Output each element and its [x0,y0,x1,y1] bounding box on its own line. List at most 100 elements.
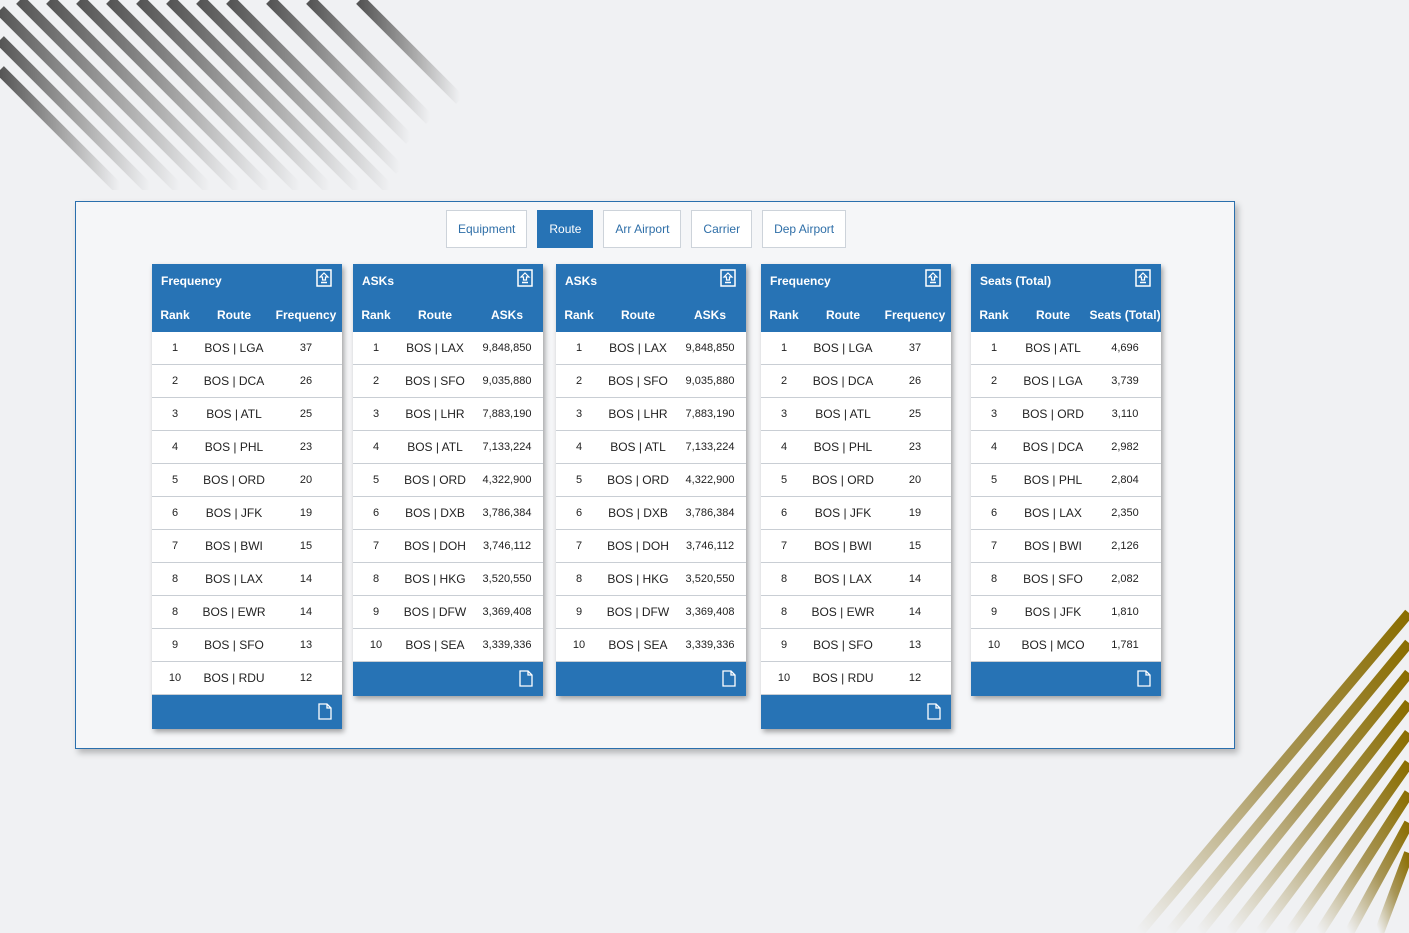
value-cell: 15 [908,540,922,552]
value-cell: 19 [908,507,922,519]
table-row: 6 BOS | JFK 19 [761,497,951,530]
export-up-icon[interactable] [1135,269,1151,287]
card-header: Frequency [152,264,342,298]
value-cell: 4,322,900 [685,474,735,486]
card-title: Frequency [770,274,831,288]
table-row: 5 BOS | ORD 20 [761,464,951,497]
document-icon[interactable] [318,703,332,720]
rank-cell: 2 [990,375,998,387]
export-up-icon[interactable] [316,269,332,287]
tab-carrier[interactable]: Carrier [691,210,753,248]
rank-cell: 8 [575,573,583,585]
route-cell: BOS | SFO [1023,572,1083,586]
route-cell: BOS | ATL [610,440,666,454]
route-cell: BOS | DCA [812,374,874,388]
route-cell: BOS | LAX [205,572,263,586]
column-header-route: Route [826,308,860,322]
value-cell: 14 [299,573,313,585]
route-cell: BOS | DXB [608,506,668,520]
route-cell: BOS | ORD [203,473,265,487]
rank-cell: 7 [171,540,179,552]
value-cell: 9,035,880 [482,375,532,387]
document-icon[interactable] [1137,670,1151,687]
rank-cell: 1 [575,342,583,354]
table-row: 7 BOS | BWI 15 [152,530,342,563]
value-cell: 9,035,880 [685,375,735,387]
tab-dep-airport[interactable]: Dep Airport [762,210,847,248]
route-cell: BOS | SFO [204,638,264,652]
value-cell: 2,082 [1111,573,1139,585]
route-cell: BOS | BWI [814,539,872,553]
table-row: 9 BOS | SFO 13 [152,629,342,662]
document-icon[interactable] [722,670,736,687]
table-row: 7 BOS | BWI 15 [761,530,951,563]
column-header-route: Route [217,308,251,322]
value-cell: 9,848,850 [482,342,532,354]
value-cell: 9,848,850 [685,342,735,354]
value-cell: 26 [908,375,922,387]
tab-arr-airport[interactable]: Arr Airport [603,210,682,248]
value-cell: 20 [908,474,922,486]
route-cell: BOS | SEA [608,638,668,652]
value-cell: 7,883,190 [482,408,532,420]
decorative-stripes-top-left [0,0,464,190]
rank-cell: 6 [990,507,998,519]
document-icon[interactable] [927,703,941,720]
route-cell: BOS | LAX [609,341,667,355]
value-cell: 3,746,112 [482,540,532,552]
value-cell: 25 [908,408,922,420]
export-up-icon[interactable] [720,269,736,287]
value-cell: 3,746,112 [685,540,735,552]
value-cell: 13 [908,639,922,651]
route-cell: BOS | DXB [405,506,465,520]
rank-cell: 3 [171,408,179,420]
table-row: 6 BOS | LAX 2,350 [971,497,1161,530]
rank-cell: 8 [171,573,179,585]
column-headers: Rank Route Seats (Total) [971,298,1161,332]
value-cell: 3,520,550 [482,573,532,585]
table-row: 10 BOS | MCO 1,781 [971,629,1161,662]
column-header-value: Frequency [884,308,946,322]
value-cell: 14 [299,606,313,618]
route-cell: BOS | SFO [813,638,873,652]
tab-equipment[interactable]: Equipment [446,210,528,248]
rank-cell: 7 [780,540,788,552]
column-header-rank: Rank [979,308,1009,322]
export-up-icon[interactable] [925,269,941,287]
column-header-route: Route [1036,308,1070,322]
value-cell: 26 [299,375,313,387]
rank-cell: 9 [780,639,788,651]
table-row: 9 BOS | SFO 13 [761,629,951,662]
ranking-card: Seats (Total) Rank Route Seats (Total) 1 BOS … [971,264,1161,696]
card-header: ASKs [556,264,746,298]
rank-cell: 3 [575,408,583,420]
route-cell: BOS | HKG [607,572,669,586]
rank-cell: 9 [171,639,179,651]
route-cell: BOS | HKG [404,572,466,586]
table-row: 10 BOS | SEA 3,339,336 [556,629,746,662]
document-icon[interactable] [519,670,533,687]
route-cell: BOS | DFW [403,605,467,619]
table-row: 3 BOS | ATL 25 [152,398,342,431]
column-header-rank: Rank [564,308,594,322]
value-cell: 14 [908,573,922,585]
card-title: Frequency [161,274,222,288]
rank-cell: 3 [780,408,788,420]
export-up-icon[interactable] [517,269,533,287]
rank-cell: 2 [171,375,179,387]
table-row: 6 BOS | DXB 3,786,384 [353,497,543,530]
rank-cell: 8 [372,573,380,585]
table-row: 4 BOS | ATL 7,133,224 [556,431,746,464]
table-row: 6 BOS | JFK 19 [152,497,342,530]
tab-route[interactable]: Route [537,210,594,248]
table-row: 1 BOS | LGA 37 [761,332,951,365]
column-header-rank: Rank [361,308,391,322]
value-cell: 3,369,408 [482,606,532,618]
route-cell: BOS | JFK [205,506,263,520]
route-cell: BOS | DCA [1022,440,1084,454]
route-cell: BOS | SFO [608,374,668,388]
table-row: 10 BOS | RDU 12 [761,662,951,695]
table-row: 1 BOS | LGA 37 [152,332,342,365]
route-cell: BOS | EWR [811,605,875,619]
table-row: 5 BOS | ORD 20 [152,464,342,497]
